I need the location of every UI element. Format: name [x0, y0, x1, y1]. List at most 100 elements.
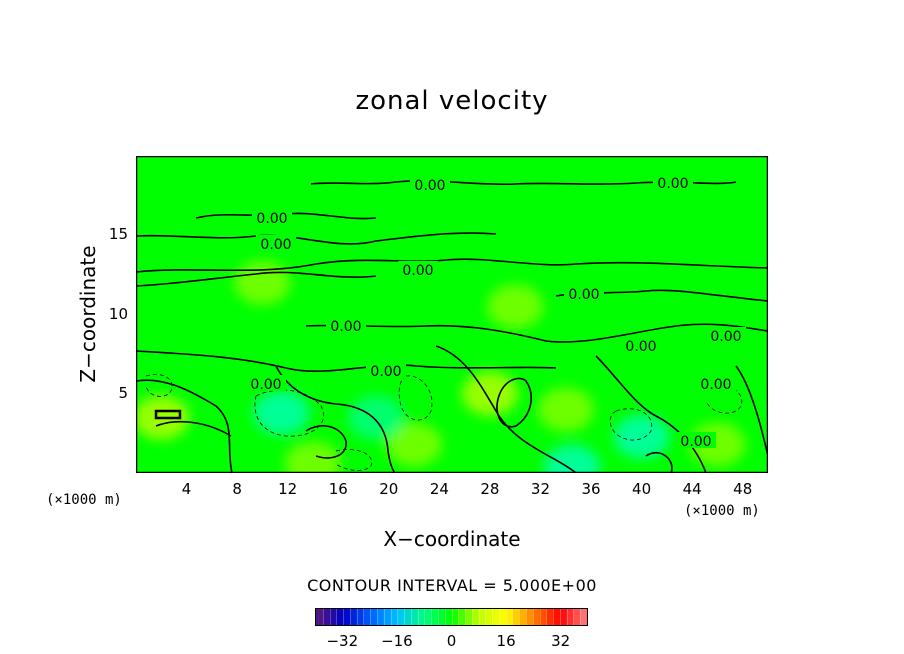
- colorbar-segment-divider: [546, 609, 548, 625]
- contour-line-negative: [609, 408, 653, 441]
- chart-title: zonal velocity: [355, 86, 549, 116]
- x-tick-label: 20: [379, 480, 399, 498]
- contour-label: 0.00: [414, 178, 445, 194]
- value-region: [253, 390, 310, 435]
- contour-label-bg: [696, 375, 736, 391]
- contour-label: 0.00: [680, 434, 711, 450]
- contour-label-bg: [706, 327, 746, 343]
- value-region: [487, 284, 544, 329]
- x-unit-label-left: (×1000 m): [46, 492, 122, 508]
- value-region: [284, 441, 341, 473]
- colorbar-segment-divider: [539, 609, 541, 625]
- x-tick-label: 12: [278, 480, 298, 498]
- x-tick-label: 44: [682, 480, 702, 498]
- x-tick-label: 36: [581, 480, 601, 498]
- contour-label: 0.00: [625, 339, 656, 355]
- colorbar-segment-divider: [471, 609, 473, 625]
- colorbar-segment-divider: [437, 609, 439, 625]
- contour-label: 0.00: [256, 211, 287, 227]
- colorbar-segment-divider: [356, 609, 358, 625]
- colorbar-segment-divider: [465, 609, 467, 625]
- contour-label-bg: [653, 174, 693, 190]
- contour-label: 0.00: [568, 287, 599, 303]
- x-tick-label: 48: [733, 480, 753, 498]
- contour-label: 0.00: [330, 319, 361, 335]
- contour-label-bg: [366, 362, 406, 378]
- colorbar-tick-label: −32: [326, 632, 359, 650]
- contour-label-bg: [326, 317, 366, 333]
- colorbar-segment-divider: [410, 609, 412, 625]
- contour-line-negative: [145, 374, 173, 397]
- colorbar-segment-divider: [363, 609, 365, 625]
- value-region: [613, 414, 670, 459]
- colorbar-segment-divider: [383, 609, 385, 625]
- colorbar-segment-divider: [329, 609, 331, 625]
- contour-line: [735, 365, 768, 457]
- contour-line: [155, 420, 232, 437]
- colorbar-segment-divider: [322, 609, 324, 625]
- x-axis-label: X−coordinate: [383, 527, 521, 551]
- colorbar-segment-divider: [532, 609, 534, 625]
- contour-line: [136, 271, 377, 287]
- colorbar-segment-divider: [431, 609, 433, 625]
- y-axis-label: Z−coordinate: [76, 245, 100, 383]
- y-tick-label: 5: [118, 383, 128, 402]
- colorbar-segment-divider: [397, 609, 399, 625]
- y-tick-label: 15: [108, 225, 128, 244]
- contour-label-bg: [252, 209, 292, 225]
- colorbar-segment-divider: [444, 609, 446, 625]
- colorbar-segment-divider: [424, 609, 426, 625]
- contour-label: 0.00: [370, 364, 401, 380]
- colorbar-segment-divider: [343, 609, 345, 625]
- value-region: [348, 395, 405, 440]
- colorbar-segment-divider: [512, 609, 514, 625]
- contour-label-bg: [398, 261, 438, 277]
- colorbar-segment-divider: [566, 609, 568, 625]
- contour-line: [136, 258, 768, 273]
- colorbar-segment-divider: [559, 609, 561, 625]
- contour-line: [435, 345, 577, 473]
- contour-line: [496, 377, 532, 428]
- contour-label: 0.00: [402, 263, 433, 279]
- contour-label-bg: [564, 285, 604, 301]
- plot-area: 0.00 0.00 0.00 0.00 0.00 0.00 0.00 0.00 0.00 0.00…: [136, 156, 768, 473]
- colorbar-segment-divider: [573, 609, 575, 625]
- colorbar-tick-label: −16: [381, 632, 413, 650]
- colorbar-segment-divider: [492, 609, 494, 625]
- colorbar-segment-divider: [478, 609, 480, 625]
- colorbar-segment-divider: [498, 609, 500, 625]
- colorbar-tick-label: 32: [551, 632, 571, 650]
- colorbar-segment-divider: [485, 609, 487, 625]
- contour-line: [305, 323, 768, 343]
- contour-line: [645, 451, 673, 473]
- contour-line: [305, 425, 347, 459]
- value-region: [386, 422, 443, 467]
- contour-line-negative: [398, 375, 433, 421]
- value-region: [461, 371, 518, 416]
- contour-label-bg: [246, 375, 286, 391]
- contour-line: [136, 350, 557, 373]
- x-unit-label-right: (×1000 m): [684, 503, 760, 519]
- contour-label: 0.00: [657, 176, 688, 192]
- contour-interval-label: CONTOUR INTERVAL = 5.000E+00: [307, 576, 597, 595]
- value-region: [544, 444, 601, 473]
- y-tick-label: 10: [108, 304, 128, 323]
- contour-line-negative: [254, 389, 324, 437]
- contour-label: 0.00: [260, 237, 291, 253]
- x-tick-label: 28: [480, 480, 500, 498]
- colorbar: [315, 608, 588, 626]
- colorbar-segment-divider: [505, 609, 507, 625]
- colorbar-segment-divider: [376, 609, 378, 625]
- x-tick-label: 4: [181, 480, 192, 498]
- contour-line: [136, 379, 233, 473]
- contour-plot: 0.00 0.00 0.00 0.00 0.00 0.00 0.00 0.00 0.00 0.00…: [136, 156, 768, 473]
- colorbar-segment-divider: [458, 609, 460, 625]
- colorbar-segment-divider: [519, 609, 521, 625]
- x-tick-label: 24: [429, 480, 449, 498]
- value-region: [537, 387, 594, 432]
- contour-label-bg: [676, 432, 716, 448]
- x-tick-label: 32: [530, 480, 551, 498]
- colorbar-segment-divider: [451, 609, 453, 625]
- contour-label: 0.00: [710, 329, 741, 345]
- colorbar-segment-divider: [336, 609, 338, 625]
